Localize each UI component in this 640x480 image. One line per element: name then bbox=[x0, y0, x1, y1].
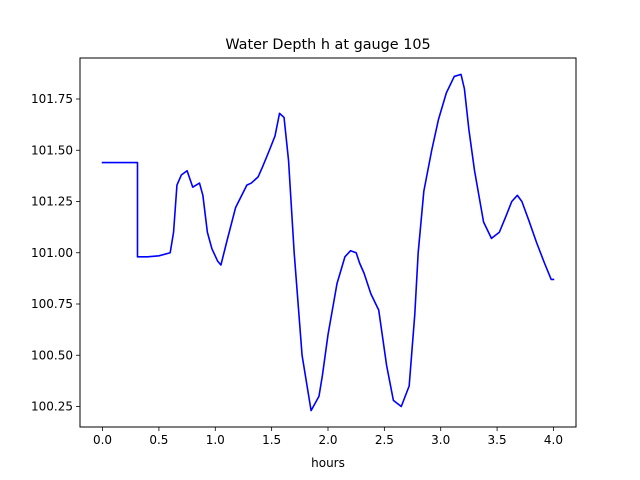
x-tick-label: 2.0 bbox=[318, 433, 337, 447]
x-tick-label: 3.5 bbox=[488, 433, 507, 447]
x-tick-label: 1.5 bbox=[262, 433, 281, 447]
y-tick-label: 101.25 bbox=[31, 195, 73, 209]
x-tick-label: 2.5 bbox=[375, 433, 394, 447]
y-tick-label: 101.75 bbox=[31, 92, 73, 106]
y-tick-label: 100.25 bbox=[31, 400, 73, 414]
x-tick-label: 0.5 bbox=[149, 433, 168, 447]
y-tick-label: 100.75 bbox=[31, 297, 73, 311]
x-axis-label: hours bbox=[311, 456, 345, 470]
chart-title: Water Depth h at gauge 105 bbox=[225, 37, 430, 53]
y-tick-label: 101.50 bbox=[31, 143, 73, 157]
x-tick-label: 1.0 bbox=[206, 433, 225, 447]
x-tick-label: 3.0 bbox=[431, 433, 450, 447]
x-tick-label: 0.0 bbox=[93, 433, 112, 447]
x-axis: 0.0 0.5 1.0 1.5 2.0 2.5 3.0 3.5 4.0 bbox=[93, 427, 563, 447]
y-tick-label: 100.50 bbox=[31, 348, 73, 362]
series-line-0 bbox=[101, 73, 555, 412]
y-tick-label: 101.00 bbox=[31, 246, 73, 260]
x-tick-label: 4.0 bbox=[544, 433, 563, 447]
y-axis: 100.25 100.50 100.75 101.00 101.25 101.50 101.… bbox=[31, 92, 80, 414]
